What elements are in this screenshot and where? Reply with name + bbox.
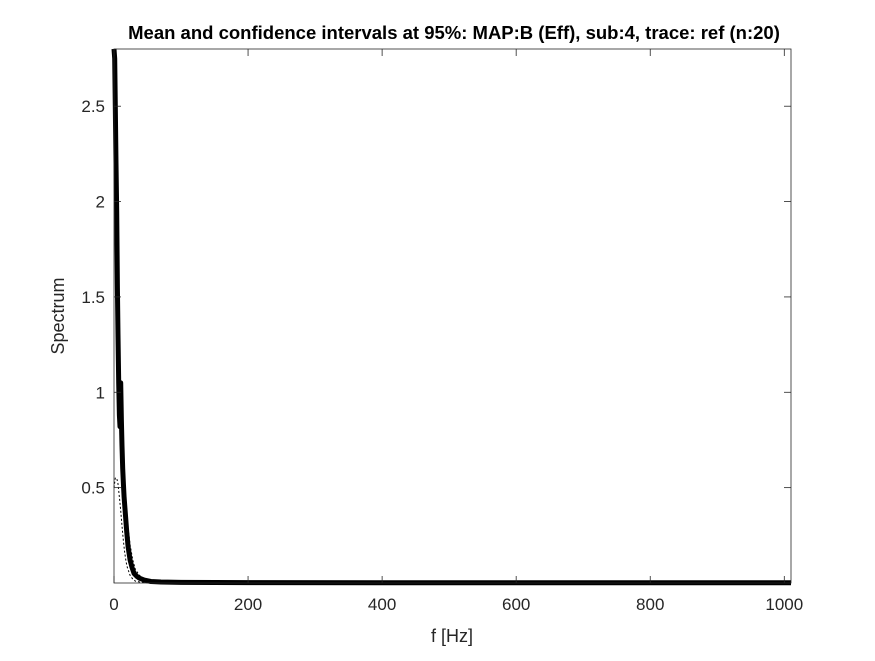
x-tick-label: 400	[368, 595, 396, 614]
x-tick-label: 0	[109, 595, 118, 614]
x-tick-label: 1000	[765, 595, 803, 614]
y-tick-label: 2	[96, 193, 105, 212]
y-tick-label: 1	[96, 383, 105, 402]
mean-series-line	[111, 48, 791, 586]
plot-area	[114, 49, 791, 583]
x-tick-label: 800	[636, 595, 664, 614]
y-axis-label: Spectrum	[48, 277, 68, 354]
axes-box	[113, 48, 792, 584]
y-tick-label: 2.5	[81, 97, 105, 116]
chart-title: Mean and confidence intervals at 95%: MA…	[128, 22, 780, 43]
mean-line-layer	[111, 48, 791, 586]
x-axis-label: f [Hz]	[431, 626, 473, 646]
x-tick-label: 200	[234, 595, 262, 614]
y-tick-label: 1.5	[81, 288, 105, 307]
ticks-layer: 0 200 400 600 800 1000 0.5 1 1.5 2 2.5	[81, 49, 803, 614]
x-tick-label: 600	[502, 595, 530, 614]
y-tick-label: 0.5	[81, 479, 105, 498]
